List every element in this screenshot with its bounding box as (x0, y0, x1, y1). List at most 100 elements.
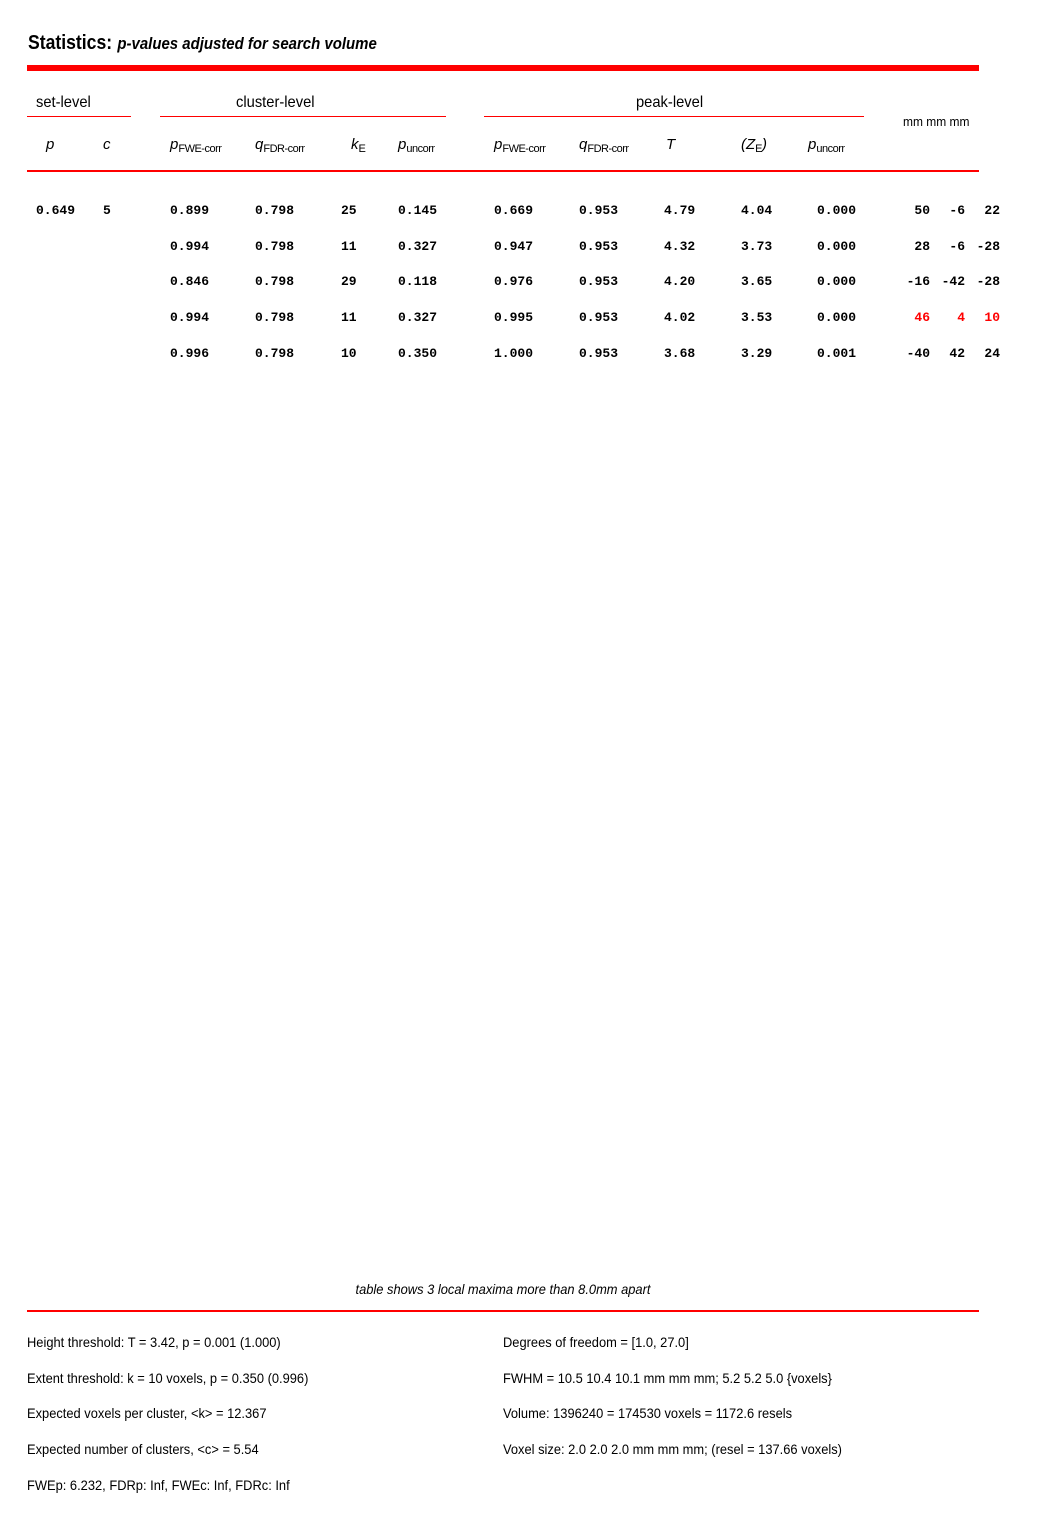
footer-fwhm: FWHM = 10.5 10.4 10.1 mm mm mm; 5.2 5.2 … (503, 1370, 832, 1386)
col-cluster-k: kE (351, 136, 366, 155)
page-title: Statistics: p-values adjusted for search … (28, 32, 377, 55)
group-peak-level: peak-level (636, 94, 704, 111)
col-peak-puncorr-sub: uncorr (816, 143, 845, 155)
cell-coord-z: 24 (984, 346, 1000, 361)
col-cluster-k-base: k (351, 136, 359, 153)
cell-coord-y: 4 (957, 310, 965, 325)
cell-coord-z: 10 (984, 310, 1000, 325)
col-peak-z-open: (Z (741, 136, 756, 153)
cell-cluster-k: 11 (341, 310, 357, 325)
cell-coord-z: 22 (984, 203, 1000, 218)
cell-cluster-k: 29 (341, 274, 357, 289)
cell-peak-t: 4.02 (664, 310, 696, 325)
cell-coord-y: -42 (941, 274, 965, 289)
col-cluster-puncorr-base: p (398, 136, 407, 153)
table-row: 0.846 0.798 29 0.118 0.976 0.953 4.20 3.… (0, 274, 1059, 294)
divider-cluster-level (160, 116, 446, 117)
cell-cluster-pfwe: 0.994 (170, 239, 210, 254)
col-peak-z-close: ) (762, 136, 768, 153)
cell-cluster-puncorr: 0.327 (398, 310, 438, 325)
col-peak-qfdr: qFDR-corr (579, 136, 629, 155)
cell-cluster-puncorr: 0.145 (398, 203, 438, 218)
col-set-c: c (103, 136, 111, 153)
footer-voxel-size: Voxel size: 2.0 2.0 2.0 mm mm mm; (resel… (503, 1441, 842, 1457)
cell-cluster-k: 11 (341, 239, 357, 254)
cell-peak-puncorr: 0.000 (817, 310, 857, 325)
footer-extent-threshold: Extent threshold: k = 10 voxels, p = 0.3… (27, 1370, 309, 1386)
cell-coord-x: 50 (914, 203, 930, 218)
cell-peak-pfwe: 0.976 (494, 274, 534, 289)
cell-coord-y: -6 (949, 239, 965, 254)
cell-cluster-qfdr: 0.798 (255, 203, 295, 218)
footer-degrees-freedom: Degrees of freedom = [1.0, 27.0] (503, 1334, 689, 1350)
col-cluster-k-sub: E (358, 143, 366, 155)
table-row: 0.649 5 0.899 0.798 25 0.145 0.669 0.953… (0, 203, 1059, 223)
cell-peak-t: 4.79 (664, 203, 696, 218)
group-set-level: set-level (36, 94, 91, 111)
title-label: Statistics: (28, 32, 113, 54)
col-peak-qfdr-base: q (579, 136, 588, 153)
title-subtitle: p-values adjusted for search volume (117, 34, 377, 53)
cell-peak-z: 3.73 (741, 239, 773, 254)
cell-coord-x: -16 (906, 274, 930, 289)
col-peak-puncorr: puncorr (808, 136, 845, 155)
cell-cluster-pfwe: 0.996 (170, 346, 210, 361)
cell-peak-pfwe: 0.995 (494, 310, 534, 325)
footer-divider (27, 1310, 979, 1312)
table-row: 0.994 0.798 11 0.327 0.995 0.953 4.02 3.… (0, 310, 1059, 330)
col-peak-pfwe: pFWE-corr (494, 136, 546, 155)
col-peak-puncorr-base: p (808, 136, 817, 153)
cell-set-c: 5 (103, 203, 111, 218)
cell-peak-qfdr: 0.953 (579, 274, 619, 289)
footer-fwe-fdr: FWEp: 6.232, FDRp: Inf, FWEc: Inf, FDRc:… (27, 1477, 290, 1493)
header-divider (27, 170, 979, 172)
cell-peak-z: 3.29 (741, 346, 773, 361)
col-peak-z: (ZE) (741, 136, 768, 155)
cell-coord-y: -6 (949, 203, 965, 218)
cell-cluster-qfdr: 0.798 (255, 239, 295, 254)
cell-cluster-puncorr: 0.118 (398, 274, 438, 289)
cell-peak-pfwe: 1.000 (494, 346, 534, 361)
col-peak-qfdr-sub: FDR-corr (587, 143, 629, 155)
cell-peak-pfwe: 0.669 (494, 203, 534, 218)
col-cluster-pfwe-base: p (170, 136, 179, 153)
col-cluster-pfwe: pFWE-corr (170, 136, 222, 155)
cell-peak-puncorr: 0.000 (817, 203, 857, 218)
cell-cluster-pfwe: 0.994 (170, 310, 210, 325)
cell-peak-qfdr: 0.953 (579, 346, 619, 361)
cell-peak-z: 4.04 (741, 203, 773, 218)
cell-coord-x: 46 (914, 310, 930, 325)
title-divider (27, 65, 979, 71)
footer-height-threshold: Height threshold: T = 3.42, p = 0.001 (1… (27, 1334, 281, 1350)
col-cluster-qfdr-sub: FDR-corr (263, 143, 305, 155)
table-row: 0.996 0.798 10 0.350 1.000 0.953 3.68 3.… (0, 346, 1059, 366)
cell-cluster-pfwe: 0.899 (170, 203, 210, 218)
col-set-p: p (46, 136, 55, 153)
footer-expected-voxels: Expected voxels per cluster, <k> = 12.36… (27, 1405, 267, 1421)
cell-peak-pfwe: 0.947 (494, 239, 534, 254)
cell-peak-z: 3.65 (741, 274, 773, 289)
cell-coord-x: -40 (906, 346, 930, 361)
col-peak-pfwe-sub: FWE-corr (502, 143, 546, 155)
cell-coord-y: 42 (949, 346, 965, 361)
coords-header: mm mm mm (903, 114, 970, 129)
col-cluster-qfdr-base: q (255, 136, 264, 153)
cell-peak-z: 3.53 (741, 310, 773, 325)
col-cluster-qfdr: qFDR-corr (255, 136, 305, 155)
table-note: table shows 3 local maxima more than 8.0… (355, 1281, 651, 1297)
cell-peak-qfdr: 0.953 (579, 310, 619, 325)
table-row: 0.994 0.798 11 0.327 0.947 0.953 4.32 3.… (0, 239, 1059, 259)
cell-coord-x: 28 (914, 239, 930, 254)
cell-cluster-pfwe: 0.846 (170, 274, 210, 289)
col-cluster-pfwe-sub: FWE-corr (178, 143, 222, 155)
cell-peak-t: 4.32 (664, 239, 696, 254)
cell-peak-puncorr: 0.000 (817, 274, 857, 289)
cell-peak-qfdr: 0.953 (579, 239, 619, 254)
cell-peak-puncorr: 0.000 (817, 239, 857, 254)
cell-cluster-qfdr: 0.798 (255, 274, 295, 289)
group-cluster-level: cluster-level (236, 94, 315, 111)
cell-cluster-qfdr: 0.798 (255, 310, 295, 325)
divider-peak-level (484, 116, 864, 117)
footer-expected-clusters: Expected number of clusters, <c> = 5.54 (27, 1441, 259, 1457)
col-peak-z-sub: E (755, 143, 763, 155)
